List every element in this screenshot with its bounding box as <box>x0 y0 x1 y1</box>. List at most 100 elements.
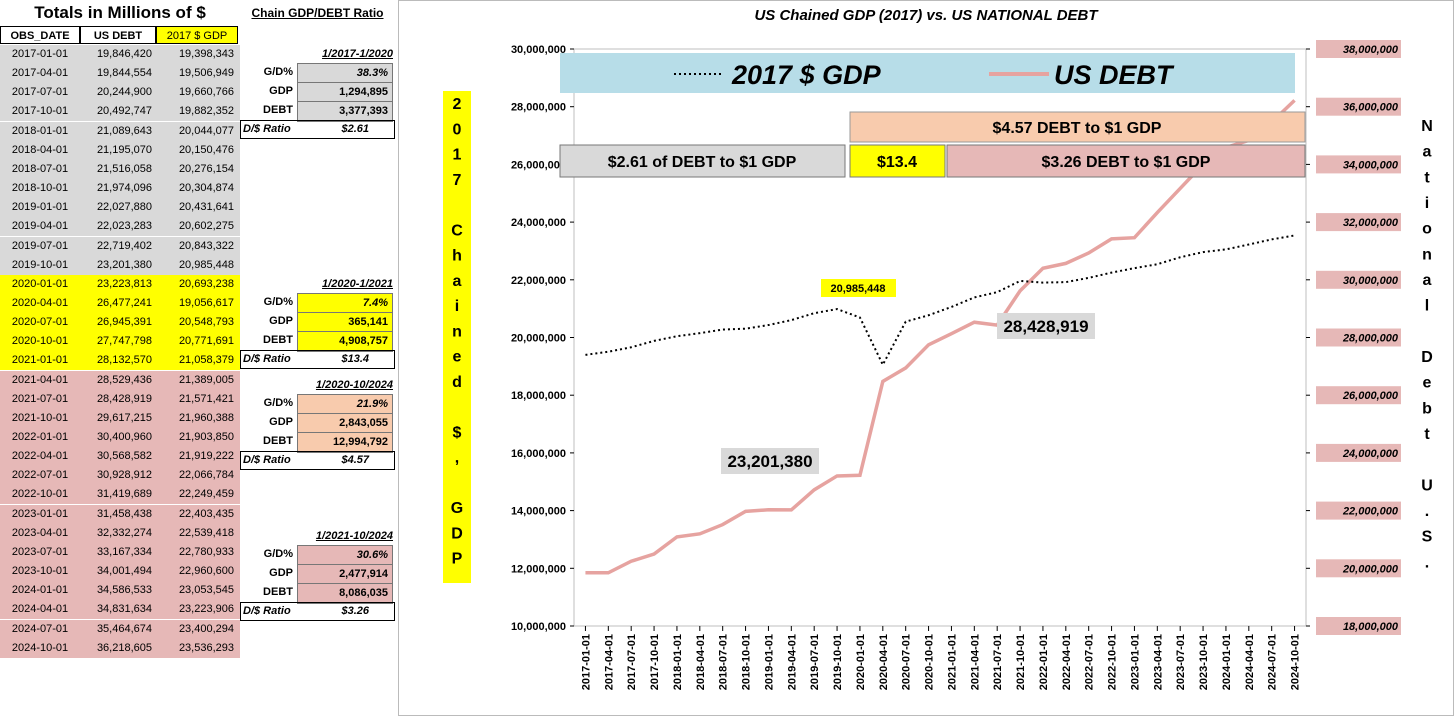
cell-gdp: 20,771,691 <box>178 335 234 348</box>
ratio-label: DEBT <box>263 334 293 346</box>
cell-debt: 22,719,402 <box>96 239 152 252</box>
cell-debt: 29,617,215 <box>96 411 152 424</box>
x-tick-label: 2022-01-01 <box>1038 634 1050 690</box>
x-tick-label: 2018-07-01 <box>718 634 730 690</box>
right-axis-label-char: D <box>1421 349 1433 366</box>
legend-gdp-label: 2017 $ GDP <box>731 60 882 90</box>
left-tick-label: 20,000,000 <box>511 333 566 345</box>
callout-gdp-peak <box>821 279 896 297</box>
ratio-value: 1,294,895 <box>297 82 393 103</box>
table-row: 2019-10-01 23,201,380 20,985,448 <box>0 255 240 275</box>
box-3-26 <box>946 144 1306 178</box>
x-tick-label: 2022-07-01 <box>1084 634 1096 690</box>
table-row: 2021-07-01 28,428,919 21,571,421 <box>0 389 240 409</box>
ratio-label: G/D% <box>263 397 293 409</box>
cell-date: 2024-07-01 <box>11 622 69 635</box>
cell-gdp: 21,058,379 <box>178 354 234 367</box>
cell-date: 2021-10-01 <box>11 411 69 424</box>
x-tick-label: 2018-10-01 <box>741 634 753 690</box>
left-axis-label-char: n <box>452 323 462 340</box>
right-axis-label-char: t <box>1424 426 1430 443</box>
right-axis-label-char: . <box>1425 554 1429 571</box>
x-tick-label: 2020-10-01 <box>924 634 936 690</box>
cell-gdp: 23,053,545 <box>178 584 234 597</box>
right-axis-label-char: a <box>1423 272 1432 289</box>
cell-debt: 23,201,380 <box>96 258 152 271</box>
ratio-summary: D/$ Ratio $13.4 <box>240 350 395 369</box>
cell-date: 2020-10-01 <box>11 335 69 348</box>
cell-debt: 30,400,960 <box>96 431 152 443</box>
cell-gdp: 20,843,322 <box>178 239 234 252</box>
x-tick-label: 2019-10-01 <box>832 634 844 690</box>
x-tick-label: 2019-04-01 <box>786 634 798 690</box>
right-axis-label-char: o <box>1422 221 1432 238</box>
cell-gdp: 22,539,418 <box>178 526 234 539</box>
cell-gdp: 19,056,617 <box>178 296 234 309</box>
ratio-range: 1/2020-1/2021 <box>322 278 393 290</box>
cell-gdp: 21,903,850 <box>178 431 234 443</box>
box-13-4-label: $13.4 <box>877 154 917 171</box>
ratio-row-gdp: GDP 1,294,895 <box>240 82 395 103</box>
cell-date: 2019-10-01 <box>11 258 69 271</box>
ratio-summary-label: D/$ Ratio <box>243 353 291 365</box>
cell-gdp: 20,044,077 <box>178 124 234 137</box>
x-tick-label: 2023-04-01 <box>1152 634 1164 690</box>
ratio-row-gd: G/D% 30.6% <box>240 545 395 566</box>
ratio-summary-value: $4.57 <box>341 454 369 466</box>
ratio-summary: D/$ Ratio $4.57 <box>240 451 395 470</box>
cell-gdp: 23,223,906 <box>178 603 234 616</box>
cell-gdp: 19,398,343 <box>178 48 234 60</box>
ratio-value: 4,908,757 <box>297 331 393 352</box>
table-row: 2020-10-01 27,747,798 20,771,691 <box>0 332 240 352</box>
left-axis-label-char: i <box>455 298 459 315</box>
ratio-summary: D/$ Ratio $3.26 <box>240 602 395 621</box>
right-tick-label: 26,000,000 <box>1342 390 1399 402</box>
cell-date: 2023-01-01 <box>11 507 69 520</box>
left-tick-label: 22,000,000 <box>511 275 566 287</box>
ratio-label: DEBT <box>263 435 293 447</box>
cell-date: 2023-10-01 <box>11 565 69 578</box>
ratio-value: 3,377,393 <box>297 101 393 122</box>
ratio-row-gdp: GDP 2,477,914 <box>240 564 395 585</box>
left-tick-label: 28,000,000 <box>511 102 566 114</box>
cell-gdp: 23,536,293 <box>178 641 234 654</box>
ratio-row-gdp: GDP 2,843,055 <box>240 413 395 434</box>
x-tick-label: 2024-01-01 <box>1221 634 1233 690</box>
x-tick-label: 2024-10-01 <box>1290 634 1302 690</box>
cell-date: 2020-04-01 <box>11 296 69 309</box>
legend-debt-label: US DEBT <box>1054 60 1175 90</box>
ratio-value: 38.3% <box>297 63 393 84</box>
cell-date: 2021-01-01 <box>11 354 69 367</box>
ratio-summary-label: D/$ Ratio <box>243 123 291 135</box>
ratio-panel-title: Chain GDP/DEBT Ratio <box>251 6 384 20</box>
chart-title: US Chained GDP (2017) vs. US NATIONAL DE… <box>754 7 1099 24</box>
cell-debt: 22,023,283 <box>96 220 152 233</box>
cell-debt: 19,846,420 <box>96 48 152 60</box>
left-axis-label-char: d <box>452 374 462 391</box>
cell-date: 2017-01-01 <box>11 48 69 60</box>
cell-gdp: 20,985,448 <box>178 258 234 271</box>
ratio-summary-label: D/$ Ratio <box>243 454 291 466</box>
ratio-label: G/D% <box>263 296 293 308</box>
cell-date: 2019-01-01 <box>11 201 69 214</box>
cell-date: 2017-10-01 <box>11 105 69 118</box>
cell-date: 2020-07-01 <box>11 316 69 329</box>
table-row: 2020-07-01 26,945,391 20,548,793 <box>0 313 240 333</box>
ratio-summary-value: $3.26 <box>341 605 369 617</box>
left-tick-label: 10,000,000 <box>511 621 566 633</box>
cell-debt: 33,167,334 <box>96 545 152 558</box>
right-axis-label-char: N <box>1421 118 1433 135</box>
box-13-4 <box>849 144 946 178</box>
right-tick-label: 18,000,000 <box>1343 621 1399 633</box>
cell-gdp: 21,919,222 <box>178 450 234 463</box>
right-tick-label: 24,000,000 <box>1342 448 1399 460</box>
gdp-series-line <box>585 234 1295 367</box>
right-tick-bg <box>1316 386 1401 405</box>
ratio-label: G/D% <box>263 66 293 78</box>
left-axis-label-bg <box>443 91 471 583</box>
ratio-summary-value: $2.61 <box>341 123 369 135</box>
cell-debt: 28,132,570 <box>96 354 152 367</box>
cell-debt: 30,568,582 <box>96 450 152 463</box>
table-row: 2023-07-01 33,167,334 22,780,933 <box>0 542 240 562</box>
table-row: 2019-01-01 22,027,880 20,431,641 <box>0 198 240 218</box>
